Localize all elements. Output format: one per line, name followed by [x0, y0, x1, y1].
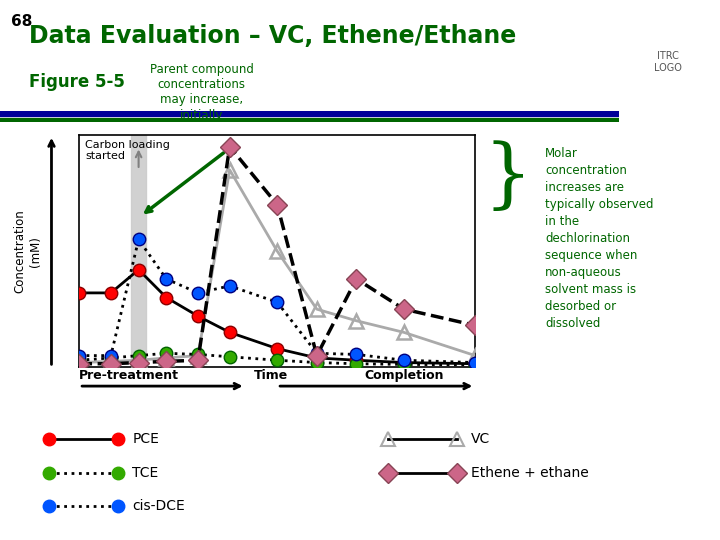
Text: Figure 5-5: Figure 5-5 [29, 73, 125, 91]
Text: Time: Time [253, 369, 288, 382]
Text: Concentration
(mM): Concentration (mM) [14, 209, 42, 293]
Text: TCE: TCE [132, 465, 158, 480]
Text: Data Evaluation – VC, Ethene/Ethane: Data Evaluation – VC, Ethene/Ethane [29, 24, 516, 48]
Text: Parent compound
concentrations
may increase,
initially: Parent compound concentrations may incre… [150, 64, 253, 122]
Bar [132, 135, 145, 367]
Text: VC: VC [471, 432, 490, 446]
Text: cis-DCE: cis-DCE [132, 500, 185, 514]
Text: Molar
concentration
increases are
typically observed
in the
dechlorination
seque: Molar concentration increases are typica… [545, 146, 654, 329]
Text: Pre-treatment: Pre-treatment [79, 369, 179, 382]
Text: Ethene + ethane: Ethene + ethane [471, 465, 589, 480]
Text: ITRC
LOGO: ITRC LOGO [654, 51, 682, 73]
Text: Carbon loading
started: Carbon loading started [85, 140, 170, 161]
Text: 68: 68 [11, 14, 32, 29]
Text: }: } [484, 140, 532, 214]
Text: PCE: PCE [132, 432, 159, 446]
Text: Completion: Completion [364, 369, 444, 382]
